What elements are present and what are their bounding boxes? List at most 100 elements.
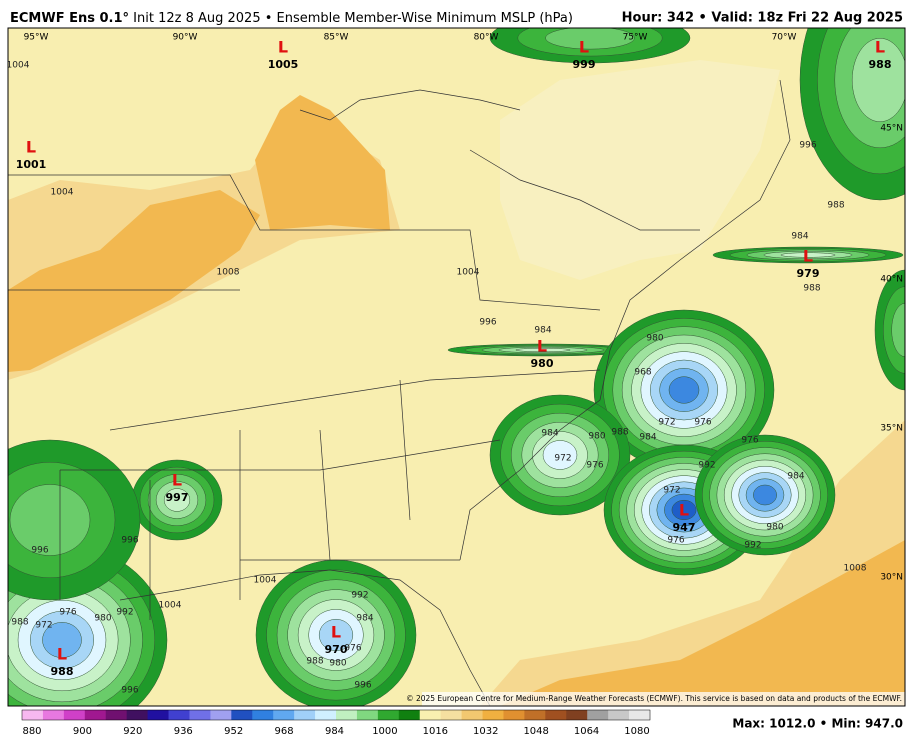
- colorbar-swatch: [210, 710, 232, 720]
- colorbar-frame: [21, 709, 651, 721]
- low-symbol: L: [679, 501, 689, 520]
- longitude-label: 90°W: [173, 33, 198, 43]
- colorbar-swatch: [84, 710, 107, 720]
- colorbar-swatch: [524, 710, 546, 720]
- longitude-label: 75°W: [623, 33, 648, 43]
- contour-label: 972: [35, 621, 52, 631]
- contour-label: 996: [354, 681, 371, 691]
- colorbar-swatch: [461, 710, 484, 720]
- colorbar-swatch: [105, 710, 128, 720]
- colorbar: 880 900 920 936 952 968 984 1000 1016 1032 1048 106…: [21, 709, 651, 737]
- contour-label: 1004: [457, 268, 480, 278]
- colorbar-swatch: [419, 710, 442, 720]
- low-pressure: 947: [673, 521, 696, 534]
- colorbar-swatch: [168, 710, 190, 720]
- colorbar-label: 968: [275, 726, 294, 737]
- light-region: [500, 60, 780, 280]
- latitude-label: 30°N: [880, 573, 903, 583]
- contour-label: 996: [31, 546, 48, 556]
- low-pressure: 980: [531, 357, 554, 370]
- contour-label: 980: [588, 432, 605, 442]
- contour-label: 968: [634, 368, 651, 378]
- pressure-contour: [668, 376, 700, 404]
- contour-label: 992: [351, 591, 368, 601]
- longitude-label: 85°W: [324, 33, 349, 43]
- contour-label: 976: [694, 418, 711, 428]
- colorbar-swatch: [252, 710, 274, 720]
- low-pressure: 997: [166, 491, 189, 504]
- pressure-contour: [9, 484, 91, 556]
- contour-label: 972: [663, 486, 680, 496]
- boundaries: [8, 79, 791, 706]
- colorbar-swatch: [566, 710, 588, 720]
- latitude-label: 45°N: [880, 124, 903, 134]
- contour-label: 992: [744, 541, 761, 551]
- orange-region: [500, 540, 905, 706]
- colorbar-label: 1016: [423, 726, 448, 737]
- colorbar-label: 1032: [473, 726, 498, 737]
- pressure-contour: [163, 488, 191, 512]
- longitude-label: 80°W: [474, 33, 499, 43]
- colorbar-swatch: [545, 710, 567, 720]
- valid-time: Hour: 342 • Valid: 18z Fri 22 Aug 2025: [622, 11, 903, 26]
- colorbar-swatch: [126, 710, 149, 720]
- contour-label: 984: [791, 232, 808, 242]
- low-pressure: 988: [869, 58, 892, 71]
- low-symbol: L: [537, 337, 547, 356]
- contour-label: 972: [554, 454, 571, 464]
- low-symbol: L: [57, 645, 67, 664]
- colorbar-label: 1064: [574, 726, 599, 737]
- colorbar-label: 1000: [372, 726, 397, 737]
- pressure-contour: [671, 499, 697, 521]
- contour-label: 984: [639, 433, 656, 443]
- colorbar-swatch: [503, 710, 525, 720]
- colorbar-swatch: [22, 710, 44, 720]
- contour-label: 976: [741, 436, 758, 446]
- graticule-labels: 95°W 90°W 85°W 80°W 75°W 70°W 45°N 40°N 35°N 30°N: [24, 33, 903, 583]
- low-pressure: 1001: [16, 158, 47, 171]
- colorbar-label: 880: [22, 726, 41, 737]
- orange-region: [255, 95, 390, 230]
- colorbar-label: 1048: [523, 726, 548, 737]
- colorbar-swatch: [336, 710, 358, 720]
- pressure-contour: [42, 622, 82, 658]
- colorbar-swatch: [273, 710, 295, 720]
- colorbar-swatch: [294, 710, 316, 720]
- contour-label: 980: [766, 523, 783, 533]
- contour-label: 1004: [7, 61, 30, 71]
- title: ECMWF Ens 0.1° Init 12z 8 Aug 2025 • Ens…: [10, 11, 573, 26]
- low-symbol: L: [172, 471, 182, 490]
- colorbar-swatch: [231, 710, 253, 720]
- low-symbol: L: [875, 38, 885, 57]
- latitude-label: 40°N: [880, 275, 903, 285]
- pressure-contour: [851, 38, 905, 122]
- map: 1004 1004 1008 1004 996 984 996 988 984 988 980 968…: [7, 28, 905, 706]
- low-symbol: L: [331, 623, 341, 642]
- pressure-contour: [542, 440, 578, 470]
- contour-label: 984: [356, 614, 373, 624]
- colorbar-label: 952: [224, 726, 243, 737]
- low-pressure: 970: [325, 643, 348, 656]
- low-symbol: L: [278, 38, 288, 57]
- contour-label: 1004: [51, 188, 74, 198]
- low-pressure: 979: [797, 267, 820, 280]
- colorbar-label: 920: [123, 726, 142, 737]
- contour-label: 1004: [254, 576, 277, 586]
- contour-label: 996: [799, 141, 816, 151]
- contour-label: 1008: [844, 564, 867, 574]
- contour-label: 996: [121, 536, 138, 546]
- map-frame: [7, 27, 906, 707]
- orange-region: [8, 190, 260, 372]
- colorbar-swatch: [189, 710, 211, 720]
- contour-label: 988: [827, 201, 844, 211]
- low-pressure-fields: [8, 28, 905, 706]
- colorbar-label: 900: [73, 726, 92, 737]
- colorbar-swatch: [315, 710, 337, 720]
- contour-label: 984: [541, 429, 558, 439]
- copyright: © 2025 European Centre for Medium-Range …: [406, 694, 902, 703]
- contour-labels: 1004 1004 1008 1004 996 984 996 988 984 988 980 968…: [7, 61, 867, 696]
- low-symbol: L: [803, 247, 813, 266]
- colorbar-label: 1080: [624, 726, 649, 737]
- contour-label: 996: [479, 318, 496, 328]
